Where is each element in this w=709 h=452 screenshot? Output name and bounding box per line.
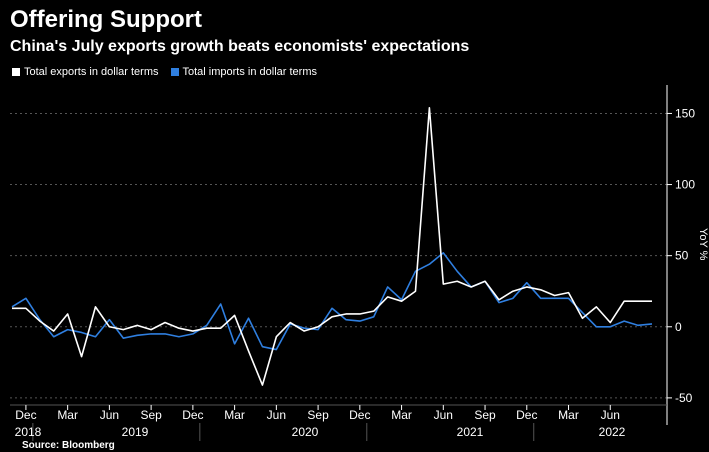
- x-tick-label: Dec: [182, 408, 203, 422]
- legend-label-imports: Total imports in dollar terms: [182, 66, 318, 78]
- y-tick-label: -50: [675, 391, 693, 405]
- x-tick-label: Jun: [601, 408, 620, 422]
- x-tick-label: Sep: [140, 408, 162, 422]
- year-label: 2020: [292, 425, 319, 439]
- year-label: 2018: [15, 425, 42, 439]
- source-note: Source: Bloomberg: [22, 440, 115, 451]
- x-tick-label: Mar: [224, 408, 245, 422]
- x-tick-label: Dec: [15, 408, 36, 422]
- y-axis-label: YoY %: [697, 228, 709, 261]
- x-tick-label: Sep: [307, 408, 329, 422]
- x-tick-label: Mar: [391, 408, 412, 422]
- legend-swatch-exports: [12, 68, 20, 76]
- x-tick-label: Dec: [349, 408, 370, 422]
- y-tick-label: 50: [675, 249, 689, 263]
- legend: Total exports in dollar terms Total impo…: [12, 66, 317, 78]
- x-tick-label: Jun: [267, 408, 286, 422]
- x-tick-label: Mar: [57, 408, 78, 422]
- series-line-exports: [12, 106, 652, 386]
- x-tick-label: Dec: [516, 408, 537, 422]
- chart-title: Offering Support: [10, 6, 202, 33]
- x-tick-label: Sep: [474, 408, 496, 422]
- year-label: 2022: [599, 425, 626, 439]
- y-tick-label: 100: [675, 178, 695, 192]
- year-label: 2019: [122, 425, 149, 439]
- y-tick-label: 0: [675, 320, 682, 334]
- y-tick-label: 150: [675, 106, 695, 120]
- series-line-imports: [11, 252, 653, 351]
- x-tick-label: Mar: [558, 408, 579, 422]
- year-label: 2021: [457, 425, 484, 439]
- x-tick-label: Jun: [100, 408, 119, 422]
- x-tick-label: Jun: [434, 408, 453, 422]
- legend-label-exports: Total exports in dollar terms: [24, 66, 159, 78]
- chart-subtitle: China's July exports growth beats econom…: [10, 38, 470, 55]
- legend-swatch-imports: [170, 68, 179, 76]
- legend-item-exports: Total exports in dollar terms: [12, 66, 159, 78]
- legend-item-imports: Total imports in dollar terms: [170, 66, 318, 78]
